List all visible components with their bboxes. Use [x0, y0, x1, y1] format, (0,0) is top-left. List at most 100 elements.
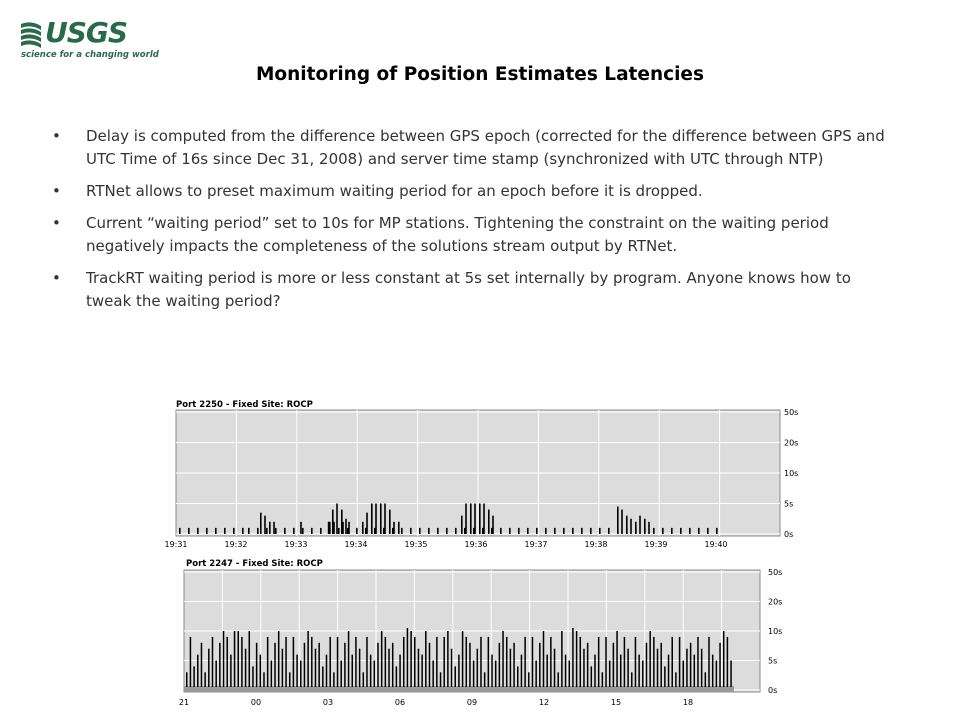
- latency-bar: [586, 642, 589, 687]
- latency-bar: [341, 509, 343, 534]
- latency-bar: [601, 672, 604, 687]
- latency-bar: [414, 636, 416, 687]
- latency-bar: [726, 636, 729, 687]
- latency-bar: [678, 636, 681, 687]
- bullet-list: • Delay is computed from the difference b…: [52, 125, 892, 322]
- latency-bar: [488, 509, 490, 534]
- latency-bar: [473, 527, 475, 534]
- latency-bar: [568, 660, 570, 687]
- latency-bar: [502, 631, 504, 687]
- latency-bar: [275, 527, 277, 534]
- latency-bar: [635, 521, 637, 534]
- latency-bar: [693, 654, 696, 687]
- latency-bar: [707, 527, 709, 534]
- latency-bar: [480, 636, 482, 687]
- bullet-text: Current “waiting period” set to 10s for …: [86, 214, 829, 255]
- latency-bar: [671, 636, 673, 687]
- latency-bar: [539, 642, 541, 687]
- latency-bar: [581, 527, 583, 534]
- latency-bar: [257, 527, 259, 534]
- latency-bar: [318, 642, 320, 687]
- x-tick-label: 19:39: [644, 540, 667, 549]
- latency-bar: [535, 660, 537, 687]
- latency-bar: [327, 521, 330, 534]
- latency-bar: [645, 642, 648, 687]
- x-tick-label: 00: [251, 698, 261, 707]
- latency-bar: [461, 631, 464, 687]
- latency-bar: [375, 503, 377, 534]
- y-tick-label: 5s: [768, 657, 777, 666]
- y-tick-label: 5s: [784, 500, 793, 509]
- latency-bar: [338, 527, 340, 534]
- latency-bar: [417, 648, 420, 687]
- latency-bar: [686, 648, 688, 687]
- latency-bar: [391, 642, 394, 687]
- latency-bar: [483, 503, 485, 534]
- latency-bar: [355, 636, 357, 687]
- latency-bar: [546, 654, 548, 687]
- latency-bar: [383, 527, 385, 534]
- latency-bar: [697, 636, 699, 687]
- latency-bar: [437, 527, 439, 534]
- latency-bar: [464, 527, 466, 534]
- latency-bar: [200, 642, 203, 687]
- latency-bar: [233, 527, 235, 534]
- latency-bar: [325, 654, 328, 687]
- latency-chart-1-svg: Port 2250 - Fixed Site: ROCP 50s 20s 10s 5s 0…: [164, 400, 798, 549]
- latency-bar: [500, 527, 502, 534]
- latency-bar: [336, 636, 339, 687]
- latency-bar: [362, 521, 364, 534]
- latency-bar: [649, 631, 651, 687]
- latency-bar: [536, 527, 538, 534]
- latency-bar: [627, 648, 629, 687]
- latency-bar: [450, 648, 453, 687]
- latency-bar: [389, 509, 391, 534]
- latency-bar: [653, 636, 655, 687]
- latency-bar: [716, 527, 718, 534]
- latency-bar: [634, 636, 637, 687]
- bullet-item: • Delay is computed from the difference b…: [52, 125, 892, 171]
- latency-bar: [631, 672, 633, 687]
- x-tick-label: 19:31: [164, 540, 187, 549]
- latency-bar: [638, 654, 640, 687]
- latency-bar: [542, 631, 545, 687]
- latency-bar: [307, 631, 309, 687]
- x-tick-label: 19:35: [404, 540, 427, 549]
- latency-bar: [730, 660, 732, 687]
- latency-bar: [671, 527, 673, 534]
- latency-bar: [436, 636, 438, 687]
- y-tick-label: 20s: [768, 598, 782, 607]
- latency-bar: [230, 654, 232, 687]
- latency-bar: [623, 636, 626, 687]
- latency-bar: [252, 666, 254, 687]
- latency-bar: [233, 631, 236, 687]
- latency-bar: [322, 666, 324, 687]
- latency-bar: [421, 654, 423, 687]
- latency-bar: [369, 654, 372, 687]
- latency-bar: [432, 660, 434, 687]
- latency-bar: [284, 527, 286, 534]
- latency-bar: [277, 631, 280, 687]
- x-tick-label: 03: [323, 698, 333, 707]
- latency-bar: [428, 642, 431, 687]
- latency-bar: [656, 648, 659, 687]
- bullet-dot: •: [52, 269, 61, 287]
- latency-bar: [373, 660, 376, 687]
- latency-bar: [215, 660, 217, 687]
- bullet-item: • TrackRT waiting period is more or less …: [52, 267, 892, 313]
- latency-bar: [344, 642, 346, 687]
- latency-bar: [311, 527, 313, 534]
- latency-bar: [689, 642, 692, 687]
- latency-bar: [300, 521, 302, 534]
- latency-bar: [300, 660, 302, 687]
- latency-bar: [439, 672, 442, 687]
- latency-bar: [224, 527, 226, 534]
- bullet-dot: •: [52, 214, 61, 232]
- latency-bar: [675, 672, 677, 687]
- latency-bar: [662, 527, 664, 534]
- latency-bar: [708, 636, 710, 687]
- latency-chart-port-2250: Port 2250 - Fixed Site: ROCP 50s 20s 10s 5s 0…: [160, 398, 810, 550]
- latency-bar: [419, 527, 421, 534]
- y-tick-label: 50s: [784, 408, 798, 417]
- x-tick-label: 18: [683, 698, 693, 707]
